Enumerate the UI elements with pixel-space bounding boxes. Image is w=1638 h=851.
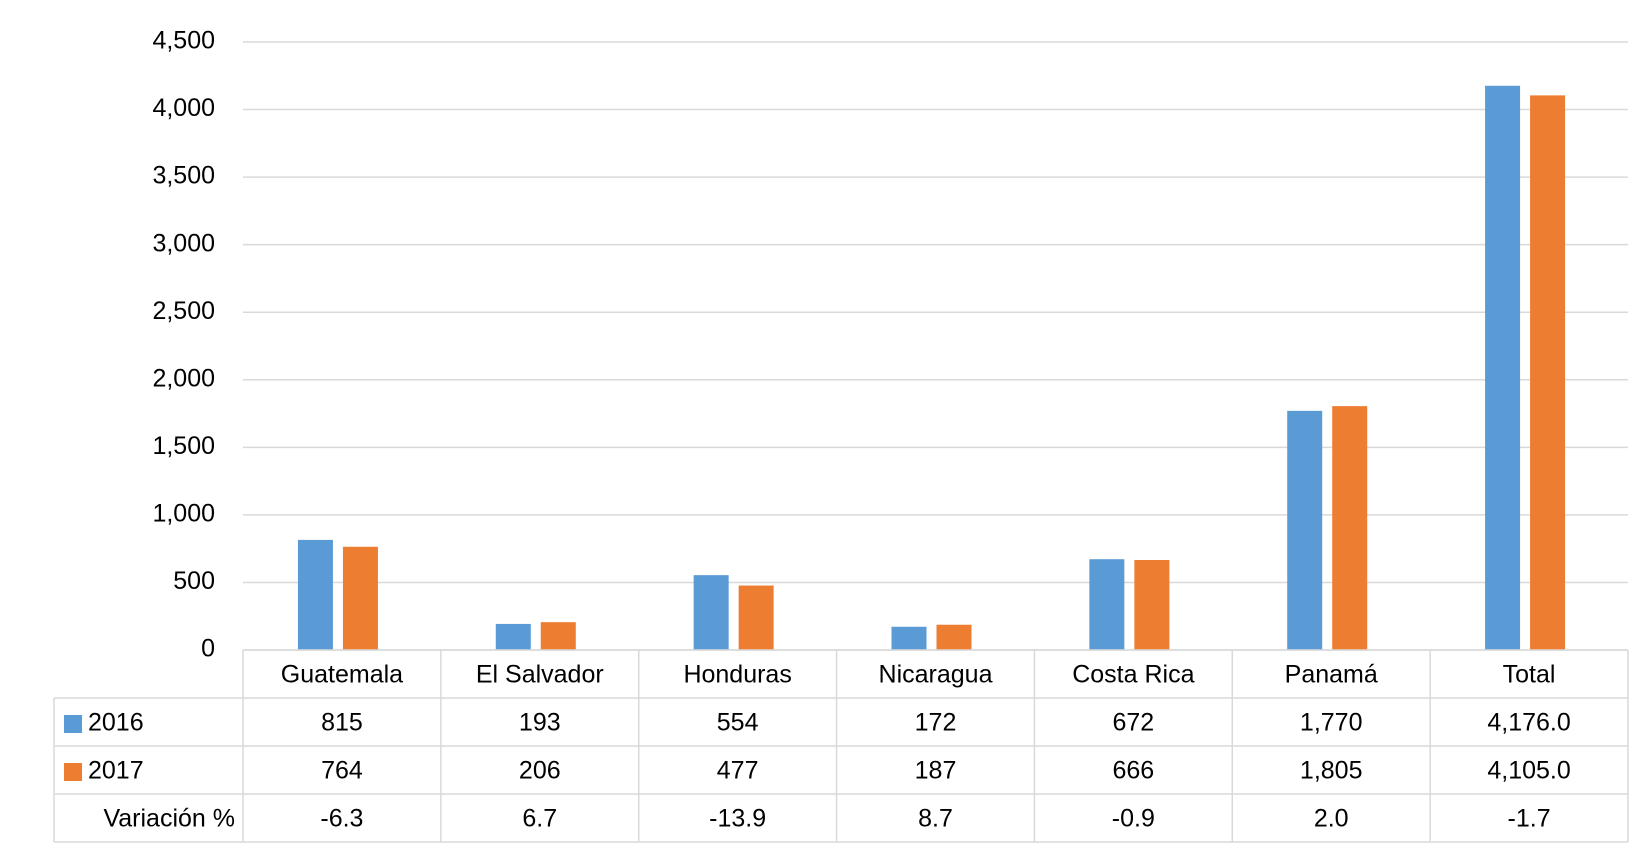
y-tick-label: 3,500: [152, 162, 215, 190]
x-tick-label: Costa Rica: [1072, 661, 1194, 689]
y-tick-label: 3,000: [152, 229, 215, 257]
data-label: 187: [915, 757, 957, 785]
data-label: 4,176.0: [1487, 709, 1570, 737]
data-label: 815: [321, 709, 363, 737]
bar: [738, 585, 774, 650]
bar: [936, 624, 972, 650]
y-tick-label: 4,500: [152, 27, 215, 55]
variation-label: 2.0: [1314, 805, 1349, 833]
bar: [1089, 559, 1125, 650]
bar: [342, 546, 378, 650]
x-tick-label: Panamá: [1285, 661, 1378, 689]
y-tick-label: 1,500: [152, 432, 215, 460]
y-tick-label: 0: [201, 635, 215, 663]
bar: [540, 622, 576, 650]
x-tick-label: Guatemala: [281, 661, 403, 689]
row-label: Variación %: [103, 805, 235, 833]
legend-swatch: [64, 715, 82, 733]
x-tick-label: Total: [1503, 661, 1556, 689]
data-label: 672: [1112, 709, 1154, 737]
y-tick-label: 2,500: [152, 297, 215, 325]
data-label: 477: [717, 757, 759, 785]
data-label: 206: [519, 757, 561, 785]
variation-label: 6.7: [522, 805, 557, 833]
bar: [1485, 85, 1521, 650]
legend-label: 2016: [88, 709, 144, 737]
bar: [693, 575, 729, 650]
y-tick-label: 4,000: [152, 94, 215, 122]
variation-label: -0.9: [1112, 805, 1155, 833]
data-label: 1,770: [1300, 709, 1363, 737]
bar: [1287, 410, 1323, 650]
bar: [297, 539, 333, 650]
data-label: 554: [717, 709, 759, 737]
x-tick-label: El Salvador: [476, 661, 604, 689]
y-tick-label: 1,000: [152, 499, 215, 527]
bar: [1530, 95, 1566, 650]
y-tick-label: 2,000: [152, 364, 215, 392]
legend-label: 2017: [88, 757, 144, 785]
variation-label: -13.9: [709, 805, 766, 833]
x-tick-label: Honduras: [683, 661, 791, 689]
data-label: 4,105.0: [1487, 757, 1570, 785]
variation-label: -6.3: [320, 805, 363, 833]
variation-label: 8.7: [918, 805, 953, 833]
legend-swatch: [64, 763, 82, 781]
y-tick-label: 500: [173, 567, 215, 595]
bar: [1134, 560, 1170, 650]
data-label: 1,805: [1300, 757, 1363, 785]
x-tick-label: Nicaragua: [879, 661, 993, 689]
data-label: 666: [1112, 757, 1154, 785]
bar: [1332, 406, 1368, 650]
data-label: 193: [519, 709, 561, 737]
variation-label: -1.7: [1508, 805, 1551, 833]
bar: [891, 626, 927, 650]
bar: [495, 623, 531, 650]
data-label: 764: [321, 757, 363, 785]
data-label: 172: [915, 709, 957, 737]
